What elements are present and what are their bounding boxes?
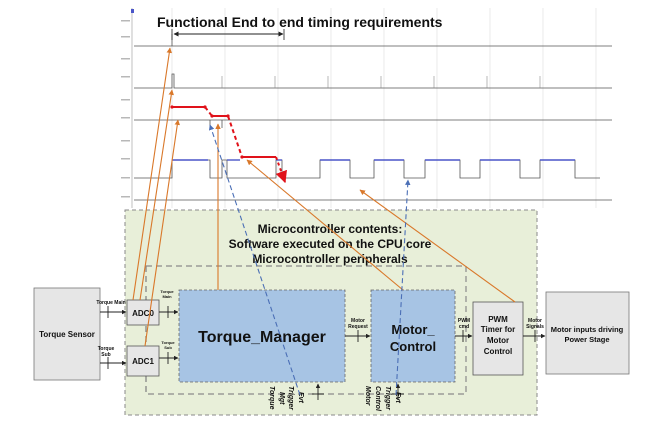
blue-mapping-arrows	[208, 124, 411, 396]
timing-chart: Functional End to end timing requirement…	[121, 8, 612, 208]
torque-manager-block	[178, 289, 346, 383]
orange-mapping-arrows	[132, 47, 516, 347]
adc0-label: ADC0	[132, 309, 154, 318]
mc-trigger-word-1: Motor	[364, 386, 371, 407]
motor-control-label-2: Control	[390, 339, 436, 354]
motor-inputs-label-2: Power Stage	[564, 335, 609, 344]
timing-path-red	[172, 106, 287, 184]
torque-manager-label: Torque_Manager	[198, 329, 326, 346]
motor-signals-label-1: Motor	[528, 318, 542, 324]
mc-trigger-word-3: Trigger	[384, 386, 391, 411]
motor-control-label-1: Motor_	[391, 322, 435, 337]
mc-trigger-word-2: Control	[374, 386, 381, 412]
end-to-end-span	[171, 29, 285, 40]
micro-title-2: Software executed on the CPU core	[229, 237, 432, 251]
adc1-label: ADC1	[132, 357, 154, 366]
tm-trigger-word-2: Mgt	[278, 392, 285, 405]
tm-trigger-word-1: Torque	[268, 386, 275, 410]
pwm-cmd-label-1: PWM	[458, 318, 470, 324]
torque-sub-label-1: Torque	[98, 346, 115, 352]
mc-trigger-word-4: Evt	[394, 392, 401, 404]
pwm-timer-block	[472, 301, 524, 376]
motor-control-block	[370, 289, 456, 383]
torque-main-label: Torque Main	[96, 300, 125, 306]
motor-request-label-1: Motor	[351, 318, 365, 324]
motor-signals-label-2: Signals	[526, 324, 544, 330]
tm-trigger-word-3: Trigger	[287, 386, 294, 411]
adc0-block	[126, 299, 160, 326]
axis-marker	[131, 9, 134, 13]
pwm-label-3: Motor	[487, 336, 509, 345]
torque-sensor-label: Torque Sensor	[39, 330, 95, 339]
motor-control-trigger-label: Motor Control Trigger Evt	[364, 386, 401, 412]
motor-request-label-2: Request	[348, 324, 368, 330]
torque-sub-small-1: Torque	[161, 340, 175, 345]
signal-connections	[100, 309, 546, 400]
tm-trigger-word-4: Evt	[297, 392, 304, 404]
pwm-label-2: Timer for	[481, 325, 516, 334]
pwm-cmd-label-2: cmd	[459, 324, 469, 330]
torque-sensor-block	[33, 287, 101, 381]
chart-title: Functional End to end timing requirement…	[157, 14, 443, 30]
adc1-block	[126, 345, 160, 377]
torque-mgt-trigger-label: Torque Mgt Trigger Evt	[268, 386, 304, 411]
pwm-label-1: PWM	[488, 315, 508, 324]
pwm-label-4: Control	[484, 347, 512, 356]
torque-main-small-2: Main	[162, 294, 172, 299]
torque-sub-label-2: Sub	[101, 352, 110, 358]
motor-inputs-label-1: Motor inputs driving	[551, 325, 624, 334]
motor-inputs-block	[545, 291, 630, 375]
torque-main-small-1: Torque	[160, 289, 174, 294]
micro-title-3: Microcontroller peripherals	[252, 252, 408, 266]
torque-sub-small-2: Sub	[164, 345, 172, 350]
